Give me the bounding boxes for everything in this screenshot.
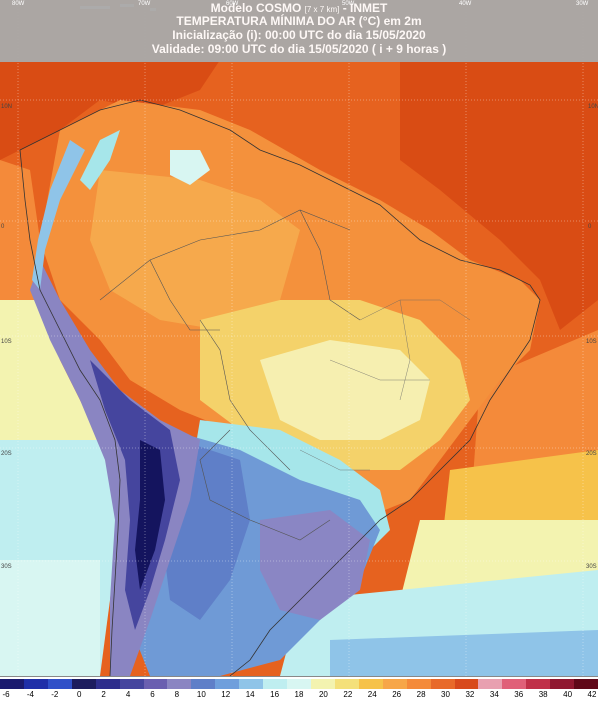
legend-swatch xyxy=(119,679,144,689)
legend-tick-label: 36 xyxy=(514,690,524,699)
header-model-line: Modelo COSMO [7 x 7 km] - INMET xyxy=(0,2,598,16)
lon-label-60w: 60W xyxy=(226,1,239,7)
legend-swatch xyxy=(454,679,479,689)
legend-tick-label: 40 xyxy=(563,690,573,699)
border-states xyxy=(299,299,471,471)
legend-color-bar xyxy=(0,679,598,689)
legend-swatch xyxy=(143,679,168,689)
legend-tick-label: 14 xyxy=(245,690,255,699)
ocean-south-deepcyan xyxy=(330,630,598,676)
legend-tick-label: -4 xyxy=(26,690,34,699)
legend-swatch xyxy=(71,679,96,689)
lat-label-10s-right: 10S xyxy=(586,339,597,345)
border-brazil xyxy=(99,209,361,541)
legend-swatch xyxy=(239,679,264,689)
legend-tick-label: 0 xyxy=(77,690,82,699)
map-canvas xyxy=(0,0,598,676)
lat-label-30s: 30S xyxy=(1,564,12,570)
map-header: Modelo COSMO [7 x 7 km] - INMET TEMPERAT… xyxy=(0,0,598,62)
legend-swatch xyxy=(430,679,455,689)
legend-tick-label: 2 xyxy=(101,690,106,699)
legend-swatch xyxy=(574,679,598,689)
lon-label-30w: 30W xyxy=(576,1,589,7)
legend-tick-label: 16 xyxy=(270,690,280,699)
legend-tick-label: 4 xyxy=(125,690,131,699)
legend-swatch xyxy=(550,679,575,689)
graticule xyxy=(0,0,598,676)
legend-tick-label: 22 xyxy=(343,690,353,699)
legend-tick-label: -2 xyxy=(51,690,59,699)
legend-swatch xyxy=(191,679,216,689)
lon-label-50w: 50W xyxy=(342,1,355,7)
legend-swatch xyxy=(382,679,407,689)
land-central-cream xyxy=(260,340,430,440)
lon-label-80w: 80W xyxy=(12,1,25,7)
land-amazon-light xyxy=(90,170,300,330)
institute-name: - INMET xyxy=(342,1,388,15)
legend-tick-label: 42 xyxy=(587,690,597,699)
lat-label-0: 0 xyxy=(1,224,5,230)
legend-swatch xyxy=(167,679,192,689)
legend-swatch xyxy=(95,679,120,689)
model-name: Modelo COSMO xyxy=(210,1,302,15)
map-title: TEMPERATURA MÍNIMA DO AR (°C) em 2m xyxy=(176,14,422,28)
legend-tick-label: 10 xyxy=(196,690,206,699)
legend-swatch xyxy=(478,679,503,689)
andes-navy xyxy=(135,440,165,590)
lat-label-20s-right: 20S xyxy=(586,451,597,457)
coastline-west xyxy=(19,149,121,676)
andes-dark xyxy=(90,360,180,630)
legend-tick-label: 24 xyxy=(367,690,377,699)
legend-swatch xyxy=(526,679,551,689)
land-south-purple xyxy=(260,510,370,620)
lat-label-30s-right: 30S xyxy=(586,564,597,570)
legend-swatch xyxy=(406,679,431,689)
pacific-lightblue xyxy=(0,560,100,676)
ocean-hot-east xyxy=(400,60,598,330)
legend-tick-label: 8 xyxy=(174,690,180,699)
lat-label-10s: 10S xyxy=(1,339,12,345)
legend-swatch xyxy=(358,679,383,689)
legend-swatch xyxy=(310,679,335,689)
lat-label-0-right: 0 xyxy=(588,224,592,230)
legend-swatch xyxy=(23,679,48,689)
valid-time: Validade: 09:00 UTC do dia 15/05/2020 ( … xyxy=(151,42,447,56)
legend-swatch xyxy=(47,679,72,689)
lat-label-10n-right: 10N xyxy=(588,104,598,110)
color-legend: -6 -4 -2 0 2 4 6 8 10 12 14 16 18 20 22 24 26 28 30 32 34 36 3… xyxy=(0,676,598,701)
legend-swatch xyxy=(287,679,311,689)
model-resolution: [7 x 7 km] xyxy=(304,5,340,14)
legend-tick-labels: -6 -4 -2 0 2 4 6 8 10 12 14 16 18 20 22 24 26 28 30 32 34 36 3… xyxy=(0,690,598,700)
andes-purple xyxy=(30,260,200,676)
pacific-cream xyxy=(0,300,110,470)
lat-label-10n: 10N xyxy=(1,104,13,110)
legend-swatch xyxy=(502,679,527,689)
lat-label-20s: 20S xyxy=(1,451,12,457)
legend-swatch xyxy=(263,679,288,689)
legend-tick-label: 12 xyxy=(221,690,231,699)
legend-tick-label: -6 xyxy=(2,690,10,699)
legend-tick-label: 32 xyxy=(465,690,475,699)
legend-tick-label: 34 xyxy=(489,690,499,699)
lon-label-40w: 40W xyxy=(459,1,472,7)
venezuela-cyan xyxy=(170,150,210,185)
ocean-hot-north xyxy=(0,60,220,160)
legend-tick-label: 38 xyxy=(538,690,548,699)
legend-tick-label: 26 xyxy=(392,690,402,699)
coastline xyxy=(19,99,541,676)
legend-tick-label: 30 xyxy=(441,690,450,699)
legend-swatch xyxy=(215,679,240,689)
legend-tick-label: 28 xyxy=(416,690,426,699)
lon-label-70w: 70W xyxy=(138,1,151,7)
legend-swatch xyxy=(0,679,24,689)
andes-north-streak-2 xyxy=(80,130,120,190)
legend-swatch xyxy=(334,679,359,689)
pacific-orange xyxy=(0,160,40,300)
legend-tick-label: 6 xyxy=(150,690,155,699)
init-time: Inicialização (i): 00:00 UTC do dia 15/0… xyxy=(172,28,426,42)
legend-tick-label: 20 xyxy=(318,690,328,699)
legend-tick-label: 18 xyxy=(294,690,304,699)
